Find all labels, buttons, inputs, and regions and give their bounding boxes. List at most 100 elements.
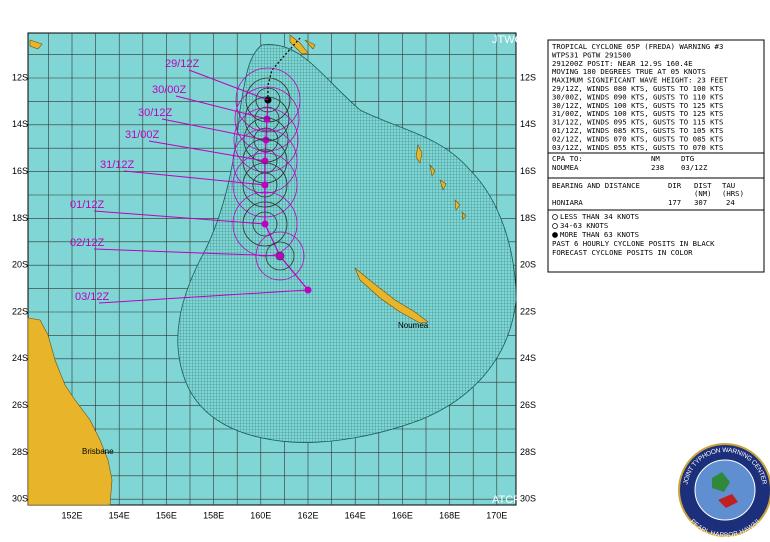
wind-radius [234, 86, 300, 152]
lat-label: 28S [12, 447, 28, 457]
bearing-header: BEARING AND DISTANCE [552, 181, 640, 190]
cpa-header: DTG [681, 154, 694, 163]
lon-label: 162E [297, 510, 318, 520]
label-leader [93, 210, 266, 225]
bearing-unit: (NM) [694, 189, 712, 198]
warning-line: 31/12Z, WINDS 095 KTS, GUSTS TO 115 KTS [552, 118, 723, 127]
bearing-header: TAU [722, 181, 735, 190]
lon-label: 156E [156, 510, 177, 520]
warning-line: 291200Z POSIT: NEAR 12.9S 160.4E [552, 59, 693, 68]
lon-label: 154E [109, 510, 130, 520]
wind-radius [265, 241, 295, 271]
warning-line: 01/12Z, WINDS 085 KTS, GUSTS TO 105 KTS [552, 126, 723, 135]
islands [29, 34, 467, 220]
lat-label: 26S [520, 400, 536, 410]
wind-radius [252, 211, 278, 237]
forecast-label: 03/12Z [75, 291, 110, 303]
warning-line: 03/12Z, WINDS 055 KTS, GUSTS TO 070 KTS [552, 143, 723, 152]
wind-radius [242, 201, 288, 247]
legend-line: LESS THAN 34 KNOTS [560, 212, 639, 221]
forecast-label: 31/12Z [100, 159, 135, 171]
legend-line: MORE THAN 63 KNOTS [560, 230, 639, 239]
lat-label: 24S [12, 353, 28, 363]
bearing-header: DIST [694, 181, 712, 190]
label-leader [188, 69, 269, 101]
lon-label: 152E [61, 510, 82, 520]
legend-symbol [552, 214, 558, 220]
forecast-label: 31/00Z [125, 129, 160, 141]
lat-label: 12S [12, 72, 28, 82]
lat-label: 16S [12, 166, 28, 176]
corner-label: ATCF [492, 494, 520, 506]
lon-label: 164E [345, 510, 366, 520]
track: 29/12Z 30/00Z 30/12Z 31/00Z 31/12Z 01/12Z 02/1… [70, 37, 312, 304]
place-label: Noumea [398, 321, 429, 330]
warning-line: 02/12Z, WINDS 070 KTS, GUSTS TO 085 KTS [552, 134, 723, 143]
panel-box [547, 39, 765, 273]
label-leader [148, 140, 266, 162]
place-label: Brisbane [82, 447, 114, 456]
seal: JOINT TYPHOON WARNING CENTER PEARL HARBO… [678, 443, 770, 539]
warning-line: 30/00Z, WINDS 090 KTS, GUSTS TO 110 KTS [552, 92, 723, 101]
cpa-value: 238 [651, 163, 664, 172]
lon-label: 158E [203, 510, 224, 520]
lat-label: 18S [520, 213, 536, 223]
warning-line: 31/00Z, WINDS 100 KTS, GUSTS TO 125 KTS [552, 109, 723, 118]
wind-radius [233, 107, 299, 173]
legend-symbol [552, 223, 558, 229]
forecast-label: 30/12Z [138, 107, 173, 119]
lat-label: 20S [520, 260, 536, 270]
corner-label: JTWC [492, 34, 523, 46]
bearing-value: 177 [668, 198, 681, 207]
lat-label: 12S [520, 72, 536, 82]
label-leader [175, 95, 268, 120]
wind-radius [232, 152, 298, 218]
lat-label: 22S [12, 306, 28, 316]
forecast-posit [276, 252, 284, 260]
wind-radius [232, 191, 298, 257]
wind-radius [252, 172, 278, 198]
wind-radius [255, 231, 305, 281]
forecast-label: 30/00Z [152, 84, 187, 96]
lat-label: 22S [520, 306, 536, 316]
forecast-label: 02/12Z [70, 237, 105, 249]
bearing-value: HONIARA [552, 198, 583, 207]
warning-line: 29/12Z, WINDS 080 KTS, GUSTS TO 100 KTS [552, 84, 723, 93]
bearing-value: 307 [694, 198, 707, 207]
danger-area [177, 44, 517, 443]
wind-radius [253, 127, 279, 153]
warning-panel: TROPICAL CYCLONE 05P (FREDA) WARNING #3W… [547, 39, 765, 273]
legend-symbol [552, 232, 558, 238]
lat-label: 28S [520, 447, 536, 457]
bearing-header: DIR [668, 181, 682, 190]
lon-label: 170E [486, 510, 507, 520]
label-leader [161, 118, 267, 141]
warning-line: MAXIMUM SIGNIFICANT WAVE HEIGHT: 23 FEET [552, 76, 728, 85]
warning-line: TROPICAL CYCLONE 05P (FREDA) WARNING #3 [552, 42, 723, 51]
lat-label: 14S [520, 119, 536, 129]
lat-label: 20S [12, 260, 28, 270]
legend-line: PAST 6 HOURLY CYCLONE POSITS IN BLACK [552, 239, 715, 248]
warning-line: MOVING 180 DEGREES TRUE AT 05 KNOTS [552, 67, 706, 76]
label-leader [98, 289, 309, 304]
warning-line: 30/12Z, WINDS 100 KTS, GUSTS TO 125 KTS [552, 101, 723, 110]
wind-radius [242, 162, 288, 208]
cpa-value: 03/12Z [681, 163, 708, 172]
label-leader [93, 248, 281, 257]
lat-label: 16S [520, 166, 536, 176]
wind-radius [235, 67, 301, 133]
cpa-header: NM [651, 154, 660, 163]
bearing-unit: (HRS) [722, 189, 744, 198]
warning-line: WTPS31 PGTW 291500 [552, 50, 631, 59]
wind-radius [254, 106, 280, 132]
legend-line: FORECAST CYCLONE POSITS IN COLOR [552, 248, 693, 257]
lat-label: 14S [12, 119, 28, 129]
forecast-label: 29/12Z [165, 58, 200, 70]
new-caledonia [354, 267, 429, 324]
bearing-value: 24 [726, 198, 735, 207]
australia [27, 317, 113, 506]
lat-label: 30S [12, 494, 28, 504]
lon-label: 166E [392, 510, 413, 520]
lon-label: 160E [250, 510, 271, 520]
